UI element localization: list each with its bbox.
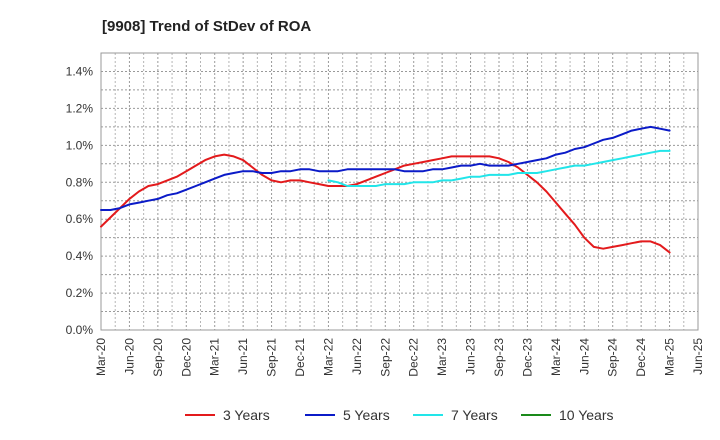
- x-tick-label: Jun-25: [691, 338, 705, 375]
- x-tick-label: Mar-23: [435, 338, 449, 376]
- series-line-3-years: [100, 153, 671, 254]
- series-lines: [100, 125, 671, 254]
- y-tick-label: 0.4%: [66, 249, 94, 263]
- x-tick-label: Sep-23: [492, 338, 506, 377]
- y-tick-label: 0.0%: [66, 323, 94, 337]
- plot-area: [100, 52, 699, 331]
- x-tick-label: Mar-20: [94, 338, 108, 376]
- series-line-7-years: [327, 149, 671, 187]
- x-tick-label: Mar-21: [208, 338, 222, 376]
- x-tick-label: Jun-20: [122, 338, 136, 375]
- chart-title: [9908] Trend of StDev of ROA: [102, 18, 311, 35]
- legend-label: 10 Years: [559, 407, 614, 423]
- y-tick-label: 0.8%: [66, 175, 94, 189]
- y-tick-label: 1.2%: [66, 101, 94, 115]
- x-tick-label: Mar-22: [321, 338, 335, 376]
- x-tick-label: Jun-24: [577, 338, 591, 375]
- y-tick-label: 0.2%: [66, 286, 94, 300]
- x-tick-label: Dec-24: [634, 338, 648, 377]
- x-tick-label: Dec-20: [179, 338, 193, 377]
- y-tick-label: 1.4%: [66, 64, 94, 78]
- x-tick-label: Sep-21: [265, 338, 279, 377]
- x-tick-label: Mar-24: [549, 338, 563, 376]
- y-axis-ticks: 0.0% 0.2% 0.4% 0.6% 0.8% 1.0% 1.2% 1.4%: [66, 64, 94, 337]
- legend-label: 7 Years: [451, 407, 498, 423]
- x-tick-label: Dec-22: [407, 338, 421, 377]
- x-tick-label: Sep-22: [378, 338, 392, 377]
- legend-label: 5 Years: [343, 407, 390, 423]
- grid: [101, 53, 698, 330]
- x-tick-label: Dec-23: [520, 338, 534, 377]
- x-tick-label: Sep-20: [151, 338, 165, 377]
- series-line-5-years: [100, 125, 671, 211]
- x-tick-label: Dec-21: [293, 338, 307, 377]
- x-tick-label: Jun-23: [464, 338, 478, 375]
- x-tick-label: Jun-22: [350, 338, 364, 375]
- x-axis-ticks: Mar-20 Jun-20 Sep-20 Dec-20 Mar-21 Jun-21 Sep-…: [94, 338, 705, 377]
- x-tick-label: Mar-25: [663, 338, 677, 376]
- x-tick-label: Jun-21: [236, 338, 250, 375]
- x-tick-label: Sep-24: [606, 338, 620, 377]
- y-tick-label: 0.6%: [66, 212, 94, 226]
- legend-label: 3 Years: [223, 407, 270, 423]
- legend: 3 Years 5 Years 7 Years 10 Years: [185, 407, 614, 423]
- y-tick-label: 1.0%: [66, 138, 94, 152]
